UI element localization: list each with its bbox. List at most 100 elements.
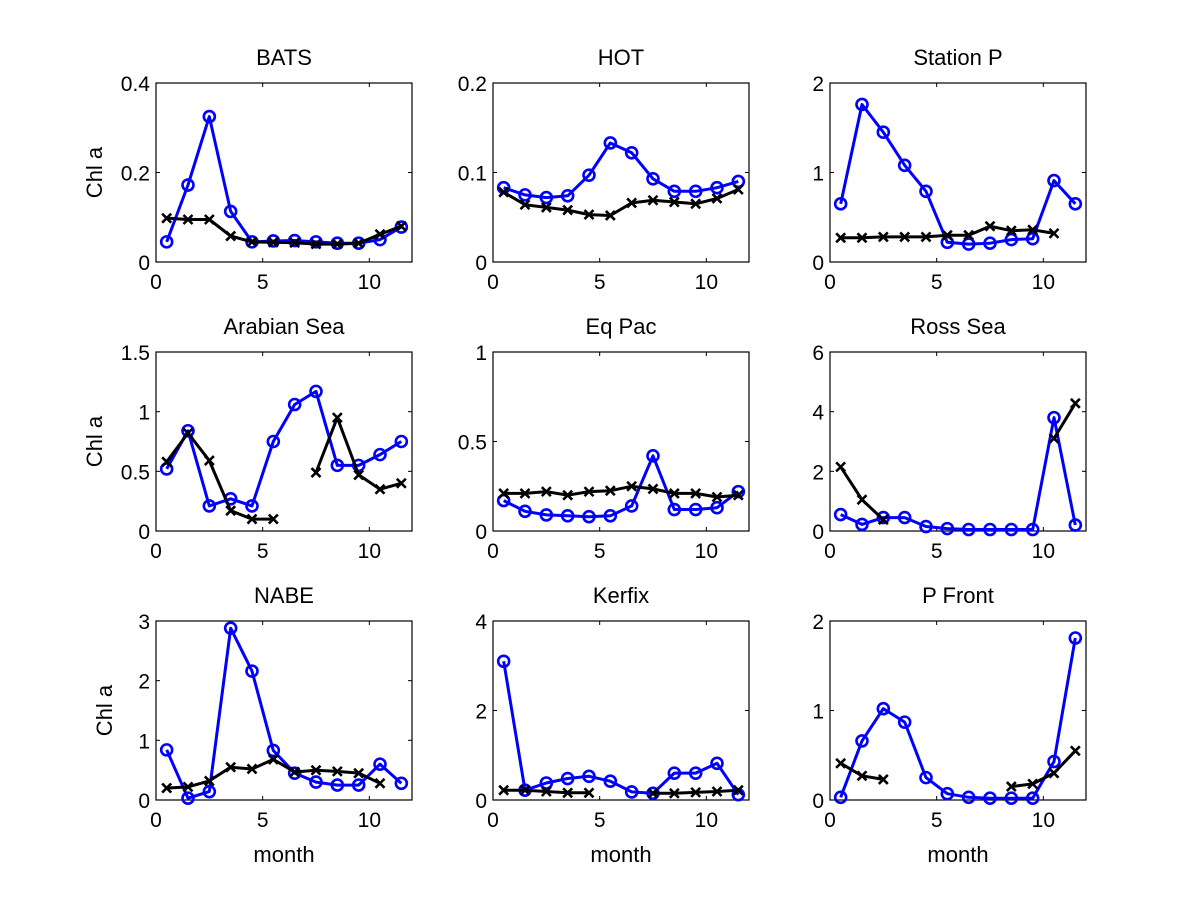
subplot-p-front: P Front 0 5 10 0 1 2 month [812,583,1087,867]
series-line [503,141,739,200]
x-axis-label: month [590,842,651,867]
y-tick-label: 0 [475,252,487,275]
y-tick-label: 0 [138,790,150,813]
subplot-station-p: Station P 0 5 10 0 1 2 [812,45,1087,294]
cross-stroke [498,784,510,796]
data-point-circle [394,434,409,449]
cross-stroke [161,782,173,794]
data-point-circle [1004,791,1019,806]
data-point-cross [374,228,386,240]
y-tick-label: 0 [812,252,824,275]
subplot-title: Ross Sea [910,314,1006,339]
cross-stroke [395,220,407,232]
series-black-crosses [161,412,407,525]
data-point-cross [604,210,616,221]
series-blue-circles [159,621,409,806]
data-point-cross [626,197,638,209]
data-point-cross [540,786,552,797]
data-point-circle [1004,522,1019,537]
data-point-cross [920,231,932,243]
x-tick-label: 0 [824,271,836,294]
cross-stroke [498,186,510,198]
cross-stroke [225,505,237,517]
subplot-title: P Front [922,583,994,608]
data-point-circle [266,743,281,758]
cross-stroke [225,230,237,242]
data-point-cross [182,427,194,439]
cross-stroke [225,761,237,773]
y-tick-label: 4 [475,611,487,634]
series-line [840,416,1077,531]
subplot-bats: BATS 0 5 10 0 0.2 0.4 Chl a [82,45,413,294]
subplot-nabe: NABE 0 5 10 0 1 2 3 Chl a month [92,583,413,867]
data-point-circle [897,510,912,525]
y-tick-label: 1 [138,402,150,425]
subplot-hot: HOT 0 5 10 0 0.1 0.2 [458,45,750,294]
subplot-title: NABE [254,583,314,608]
axes-box [155,82,413,263]
data-point-cross [161,456,173,468]
subplot-title: Eq Pac [586,314,657,339]
cross-stroke [583,787,595,799]
x-tick-label: 5 [594,271,606,294]
cross-stroke [604,210,616,221]
cross-stroke [835,461,847,473]
cross-stroke [331,765,343,777]
data-point-cross [161,782,173,794]
data-point-circle [539,508,554,522]
data-point-cross [203,214,215,225]
y-tick-label: 6 [812,342,824,365]
data-point-cross [310,467,322,478]
y-tick-label: 0 [475,521,487,544]
data-point-circle [202,499,217,513]
y-tick-label: 1 [812,701,824,724]
data-point-cross [498,186,510,198]
data-point-circle [330,778,345,792]
cross-stroke [310,764,322,776]
data-point-cross [182,781,194,793]
data-point-circle [1047,173,1061,188]
y-tick-label: 4 [812,402,824,425]
cross-stroke [182,781,194,793]
x-tick-label: 5 [257,271,269,294]
data-point-circle [667,184,682,199]
y-tick-label: 0.5 [121,461,150,484]
x-axis-label: month [927,842,988,867]
cross-stroke [920,231,932,243]
data-point-cross [161,212,173,224]
data-point-cross [203,775,215,787]
data-point-cross [647,483,659,495]
data-point-cross [732,489,744,501]
data-point-circle [1004,232,1019,247]
x-tick-label: 10 [695,809,718,832]
cross-stroke [374,483,386,495]
data-point-cross [1048,767,1060,779]
data-point-circle [855,517,869,532]
data-point-circle [646,171,660,186]
data-point-circle [855,734,869,748]
cross-stroke [562,204,574,216]
cross-stroke [711,786,723,797]
y-tick-label: 0 [138,521,150,544]
data-point-circle [876,510,891,525]
data-point-cross [626,480,638,492]
data-point-circle [961,237,976,251]
data-point-cross [246,236,258,248]
cross-stroke [1069,745,1081,757]
subplot-title: HOT [598,45,644,70]
data-point-cross [835,461,847,473]
x-tick-label: 5 [931,540,943,563]
x-tick-label: 0 [150,271,162,294]
cross-stroke [732,784,744,796]
cross-stroke [690,198,702,210]
data-point-cross [690,487,702,499]
y-tick-label: 2 [475,701,487,724]
cross-stroke [161,456,173,468]
data-point-circle [919,770,933,785]
cross-stroke [835,757,847,769]
x-tick-label: 10 [1032,809,1055,832]
data-point-circle [710,756,724,771]
data-point-circle [582,769,596,784]
data-point-circle [582,509,596,524]
data-point-cross [668,787,680,799]
